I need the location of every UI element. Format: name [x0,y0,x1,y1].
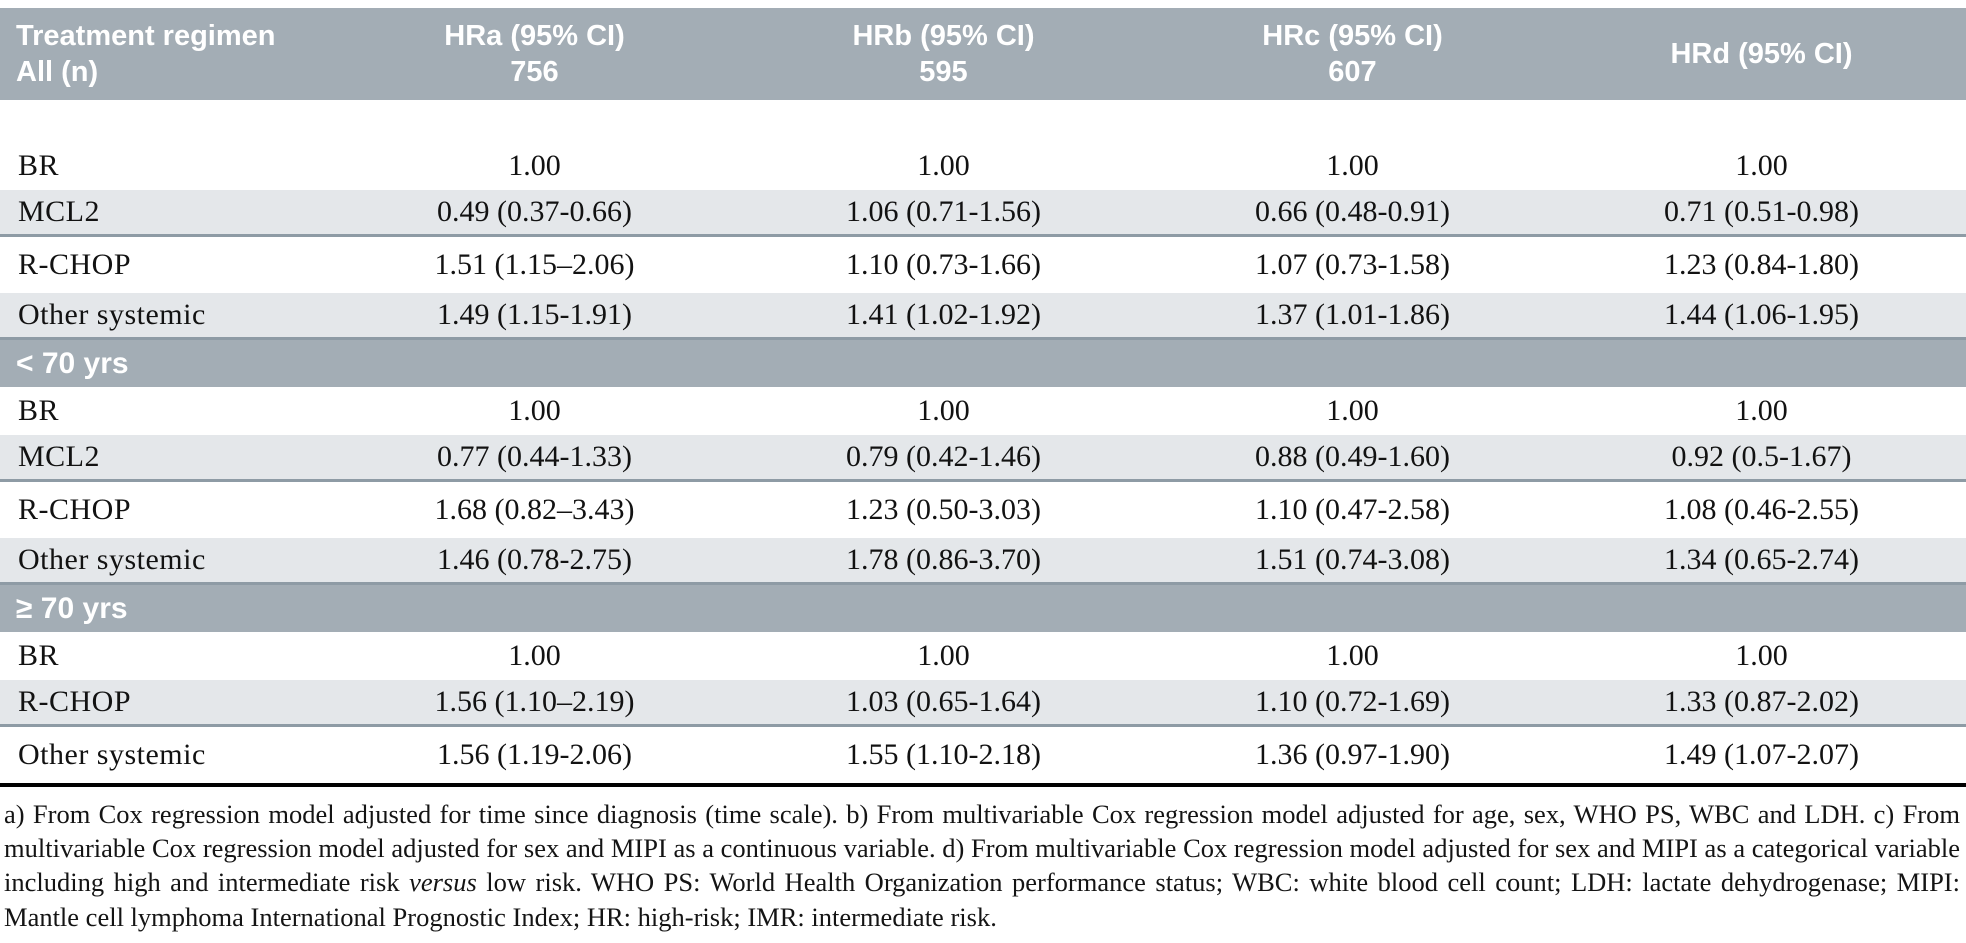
row-divider-rule [0,337,1966,340]
hr-value-cell: 1.00 [1735,149,1788,182]
hr-value-cell: 1.00 [917,149,970,182]
footnotes: a) From Cox regression model adjusted fo… [0,787,1966,934]
hr-value-cell: 1.23 (0.50-3.03) [846,493,1041,526]
header-cell-hrc: HRc (95% CI) 607 [1148,18,1557,91]
row-label: MCL2 [18,195,101,228]
table-row: Other systemic 1.46 (0.78-2.75) 1.78 (0.86… [0,538,1966,582]
row-label: MCL2 [18,440,101,473]
header-hrc-label: HRc (95% CI) [1262,19,1443,52]
header-hrb-n: 595 [919,56,968,88]
table-row: Other systemic 1.49 (1.15-1.91) 1.41 (1.02… [0,293,1966,337]
table-row: R-CHOP 1.68 (0.82–3.43) 1.23 (0.50-3.03) 1.… [0,482,1966,538]
hr-value-cell: 0.77 (0.44-1.33) [437,440,632,473]
hr-value-cell: 1.46 (0.78-2.75) [437,543,632,576]
hr-value-cell: 1.49 (1.15-1.91) [437,298,632,331]
row-divider-rule [0,582,1966,585]
header-hrd-label: HRd (95% CI) [1670,37,1853,70]
row-label: Other systemic [18,543,206,576]
hr-value-cell: 1.36 (0.97-1.90) [1255,738,1450,771]
row-label: BR [18,639,60,672]
header-hra-n: 756 [510,56,559,88]
hr-value-cell: 0.66 (0.48-0.91) [1255,195,1450,228]
hr-value-cell: 1.00 [917,394,970,427]
hr-value-cell: 1.10 (0.72-1.69) [1255,685,1450,718]
footnote-text-a: a) From Cox regression model adjusted fo… [4,799,1960,898]
hr-value-cell: 1.44 (1.06-1.95) [1664,298,1859,331]
hr-value-cell: 0.71 (0.51-0.98) [1664,195,1859,228]
hr-value-cell: 0.79 (0.42-1.46) [846,440,1041,473]
header-treatment-regimen-label: Treatment regimen [16,19,276,52]
hr-value-cell: 1.68 (0.82–3.43) [434,493,635,526]
table-row: BR 1.00 1.00 1.00 1.00 [0,142,1966,190]
hr-value-cell: 1.56 (1.19-2.06) [437,738,632,771]
header-cell-hrb: HRb (95% CI) 595 [739,18,1148,91]
table-body: BR 1.00 1.00 1.00 1.00 MCL2 0.49 (0.37-0.66) 1.… [0,142,1966,787]
header-cell-hrd: HRd (95% CI) [1557,36,1966,72]
row-divider-rule [0,724,1966,727]
table-row: MCL2 0.77 (0.44-1.33) 0.79 (0.42-1.46) 0.88… [0,435,1966,479]
hr-value-cell: 1.33 (0.87-2.02) [1664,685,1859,718]
row-label: R-CHOP [18,685,132,718]
table-row: R-CHOP 1.56 (1.10–2.19) 1.03 (0.65-1.64) 1.… [0,680,1966,724]
hr-value-cell: 1.00 [917,639,970,672]
hr-value-cell: 0.88 (0.49-1.60) [1255,440,1450,473]
hr-value-cell: 0.92 (0.5-1.67) [1671,440,1852,473]
row-label: R-CHOP [18,248,132,281]
header-all-n-label: All (n) [16,56,99,88]
hr-value-cell: 1.00 [508,394,561,427]
hr-value-cell: 1.00 [1326,149,1379,182]
header-hrc-n: 607 [1328,56,1377,88]
hr-value-cell: 1.00 [508,639,561,672]
row-divider-rule [0,479,1966,482]
row-label: BR [18,149,60,182]
hr-value-cell: 1.00 [1735,639,1788,672]
table-row: R-CHOP 1.51 (1.15–2.06) 1.10 (0.73-1.66) 1.… [0,237,1966,293]
section-header: < 70 yrs [0,340,1966,387]
table-row: BR 1.00 1.00 1.00 1.00 [0,632,1966,680]
section-header: ≥ 70 yrs [0,585,1966,632]
hr-value-cell: 1.34 (0.65-2.74) [1664,543,1859,576]
hr-value-cell: 1.10 (0.73-1.66) [846,248,1041,281]
hr-value-cell: 0.49 (0.37-0.66) [437,195,632,228]
header-hra-label: HRa (95% CI) [444,19,625,52]
hr-value-cell: 1.56 (1.10–2.19) [434,685,635,718]
table-header-row: Treatment regimen All (n) HRa (95% CI) 7… [0,8,1966,100]
hr-value-cell: 1.07 (0.73-1.58) [1255,248,1450,281]
hr-value-cell: 1.00 [1326,394,1379,427]
hr-value-cell: 1.51 (1.15–2.06) [434,248,635,281]
hr-value-cell: 1.00 [1326,639,1379,672]
row-label: Other systemic [18,298,206,331]
row-label: BR [18,394,60,427]
hr-value-cell: 1.00 [1735,394,1788,427]
hr-value-cell: 1.51 (0.74-3.08) [1255,543,1450,576]
row-label: R-CHOP [18,493,132,526]
header-cell-hra: HRa (95% CI) 756 [330,18,739,91]
hr-value-cell: 1.78 (0.86-3.70) [846,543,1041,576]
header-hrb-label: HRb (95% CI) [852,19,1035,52]
hr-value-cell: 1.49 (1.07-2.07) [1664,738,1859,771]
hr-value-cell: 1.00 [508,149,561,182]
treatment-regimen-table: Treatment regimen All (n) HRa (95% CI) 7… [0,8,1966,787]
footnote-versus-italic: versus [409,867,477,898]
hr-value-cell: 1.08 (0.46-2.55) [1664,493,1859,526]
hr-value-cell: 1.37 (1.01-1.86) [1255,298,1450,331]
footnote-text-b: low risk. WHO PS: World Health Organizat… [4,867,1960,932]
table-row: MCL2 0.49 (0.37-0.66) 1.06 (0.71-1.56) 0.66… [0,190,1966,234]
table-row: Other systemic 1.56 (1.19-2.06) 1.55 (1.10… [0,727,1966,783]
hr-value-cell: 1.10 (0.47-2.58) [1255,493,1450,526]
hr-value-cell: 1.41 (1.02-1.92) [846,298,1041,331]
hr-value-cell: 1.06 (0.71-1.56) [846,195,1041,228]
row-divider-rule [0,234,1966,237]
row-label: Other systemic [18,738,206,771]
table-row: BR 1.00 1.00 1.00 1.00 [0,387,1966,435]
header-cell-treatment-regimen: Treatment regimen All (n) [0,18,330,91]
spacer-row [0,100,1966,142]
hr-value-cell: 1.23 (0.84-1.80) [1664,248,1859,281]
table-bottom-border [0,783,1966,787]
hr-value-cell: 1.55 (1.10-2.18) [846,738,1041,771]
hr-value-cell: 1.03 (0.65-1.64) [846,685,1041,718]
